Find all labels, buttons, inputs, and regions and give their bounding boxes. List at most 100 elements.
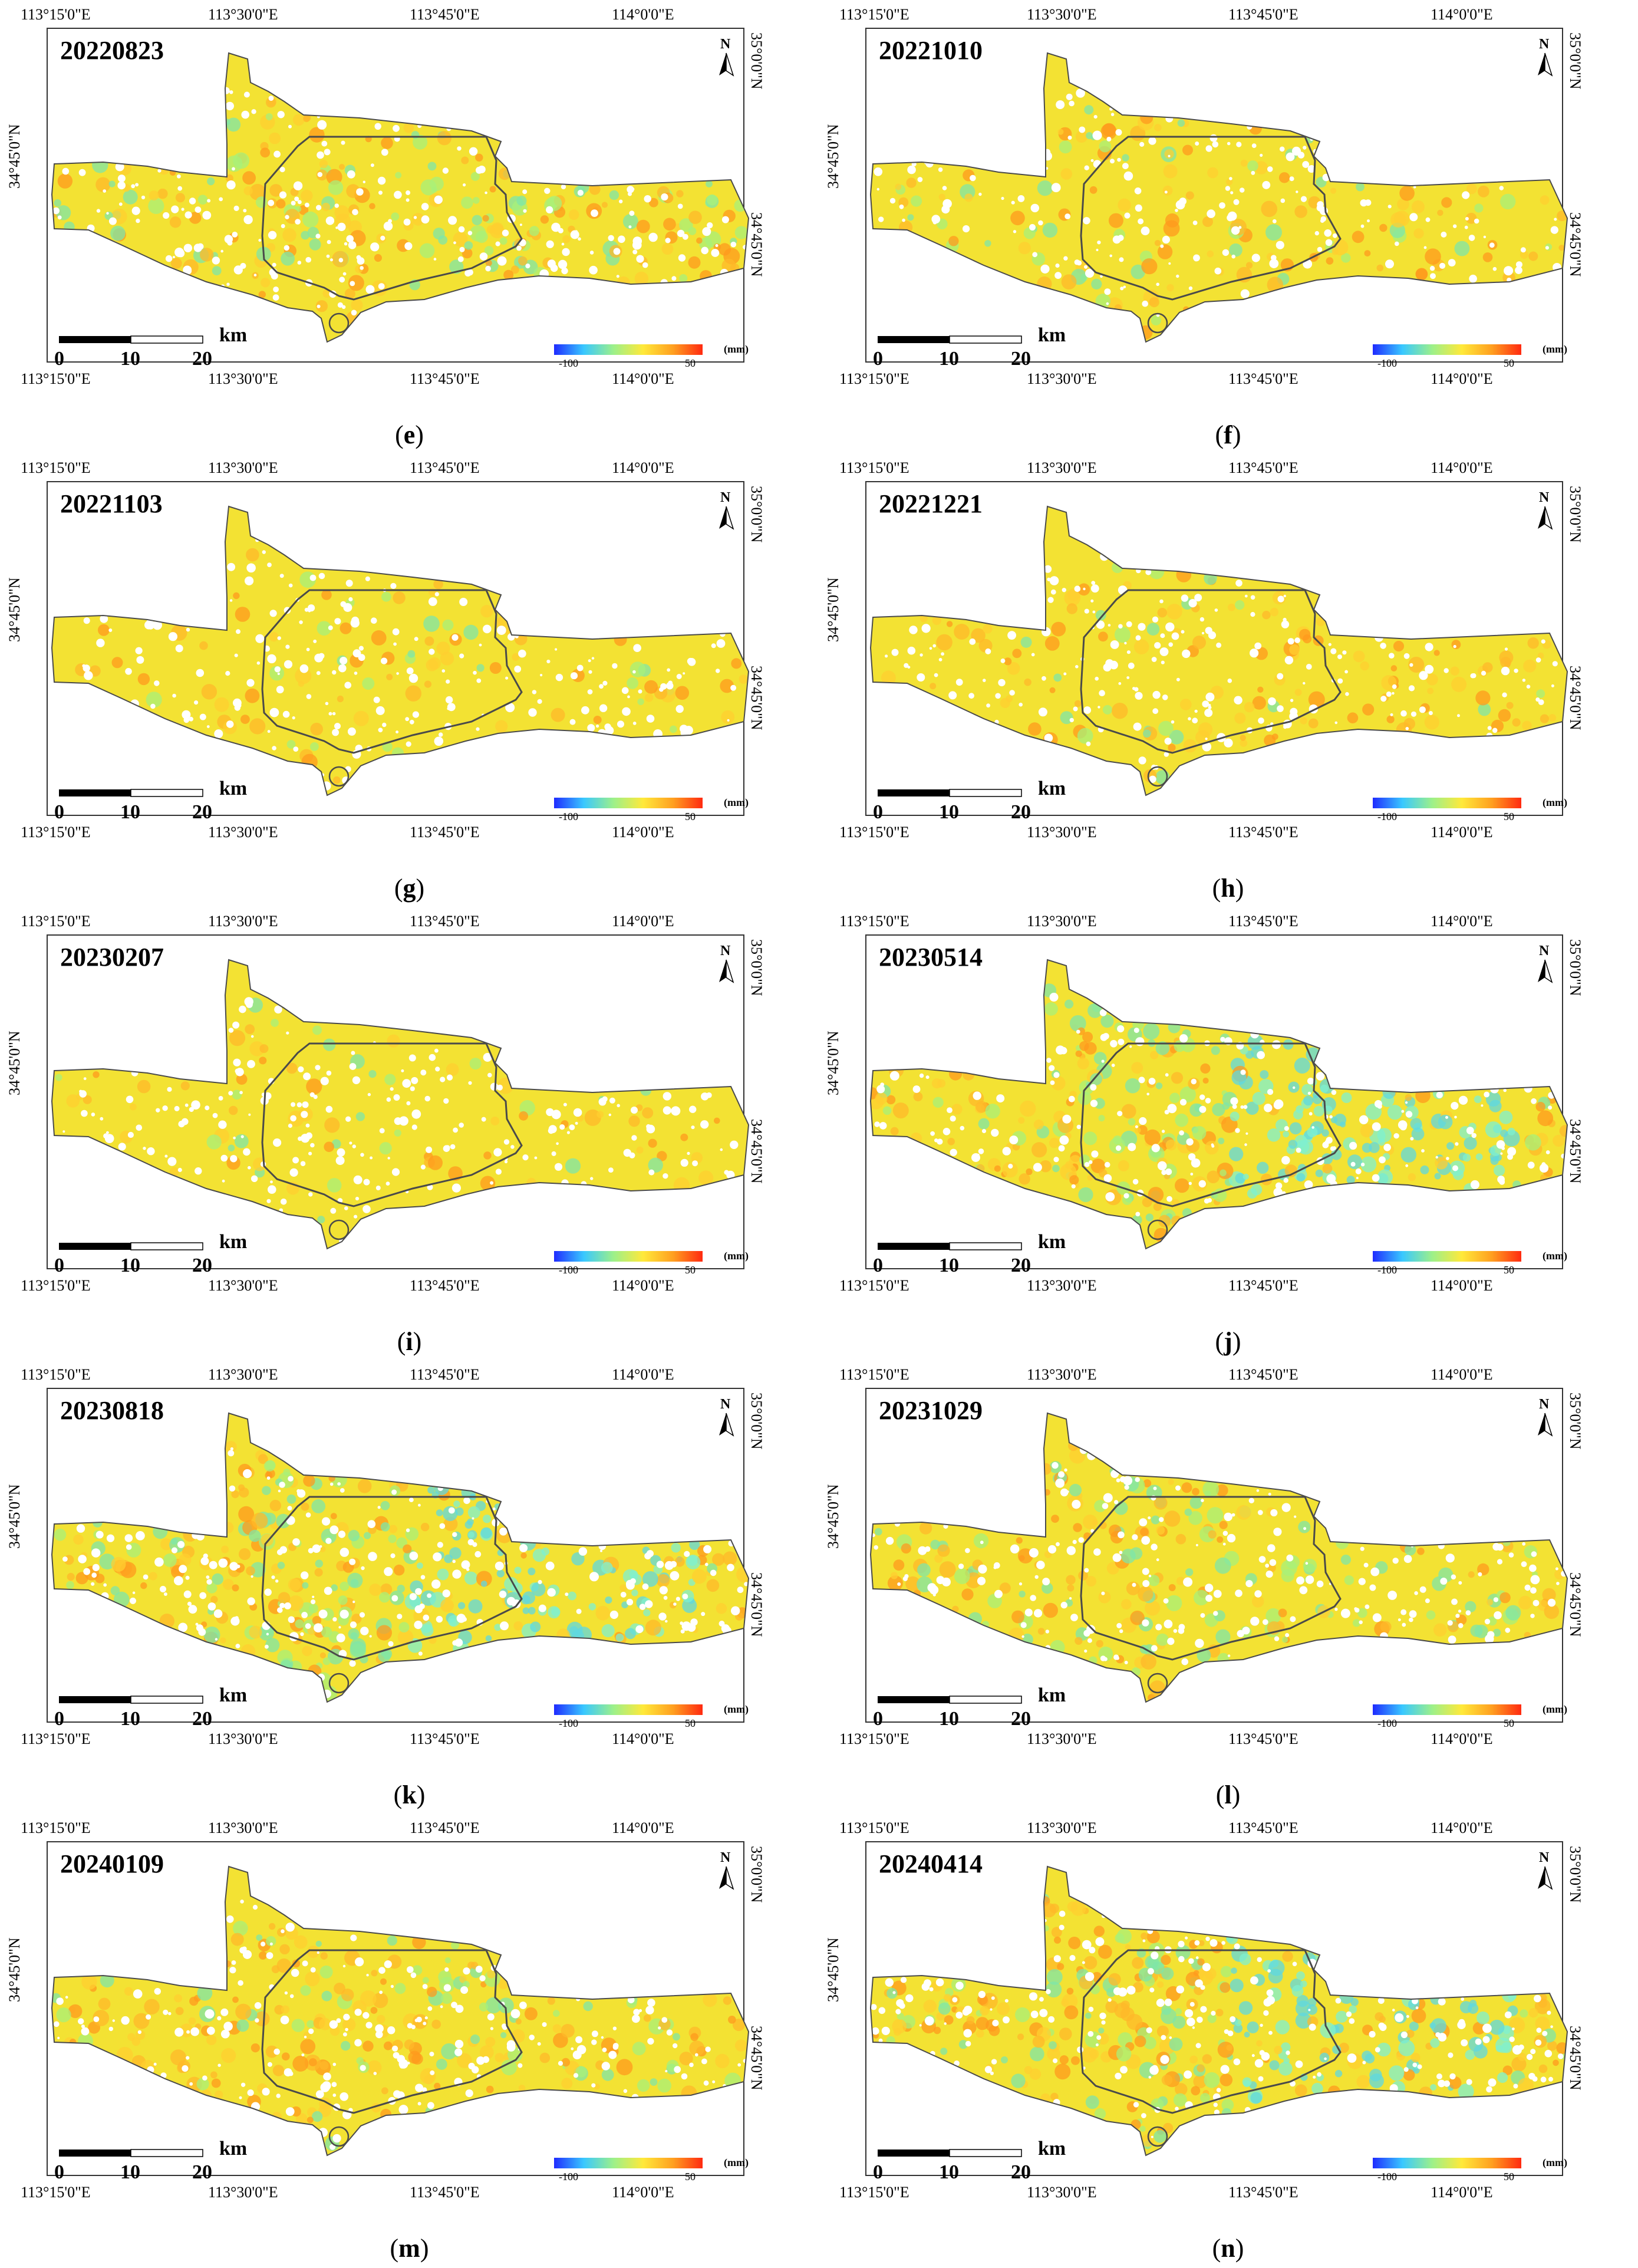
deformation-cell <box>1042 222 1058 238</box>
deformation-cell <box>331 1584 338 1591</box>
deformation-cell <box>337 695 344 703</box>
no-data-gap <box>1004 1999 1008 2003</box>
no-data-gap <box>229 1485 236 1492</box>
scalebar-tick-label: 10 <box>120 801 140 823</box>
study-area-boundary <box>51 52 750 343</box>
deformation-cell <box>518 2085 526 2092</box>
no-data-gap <box>1499 1179 1505 1185</box>
no-data-gap <box>1149 1987 1155 1993</box>
deformation-cell <box>394 1129 401 1137</box>
deformation-cell <box>1139 2062 1156 2079</box>
no-data-gap <box>410 1972 417 1979</box>
no-data-gap <box>874 1545 878 1550</box>
deformation-cell <box>1165 1139 1177 1151</box>
north-arrow-icon <box>719 1413 734 1437</box>
no-data-gap <box>1335 1997 1342 2004</box>
no-data-gap <box>1398 1618 1401 1621</box>
no-data-gap <box>415 1588 422 1595</box>
no-data-gap <box>308 609 311 613</box>
deformation-cell <box>1438 1114 1453 1130</box>
no-data-gap <box>1156 1999 1164 2007</box>
no-data-gap <box>1126 676 1130 679</box>
deformation-cell <box>1482 252 1493 262</box>
no-data-gap <box>1522 1542 1526 1546</box>
no-data-gap <box>1055 263 1060 268</box>
bottom-lon-tick-label: 114°0'0"E <box>612 824 674 841</box>
right-lat-tick-label-lower: 34°45'0"N <box>748 666 765 730</box>
deformation-cell <box>1082 1032 1093 1042</box>
deformation-cell <box>601 2068 614 2081</box>
no-data-gap <box>451 634 459 641</box>
deformation-cell <box>1141 258 1158 275</box>
deformation-cell <box>1490 1156 1499 1165</box>
no-data-gap <box>700 1120 709 1129</box>
no-data-gap <box>1110 113 1115 116</box>
deformation-cell <box>1087 1003 1103 1018</box>
deformation-cell <box>1311 2082 1323 2095</box>
no-data-gap <box>326 1070 332 1076</box>
deformation-cell <box>1189 1103 1203 1117</box>
deformation-cell <box>1102 705 1112 715</box>
no-data-gap <box>671 1106 681 1116</box>
north-arrow-icon <box>1538 1866 1553 1890</box>
scalebar-unit-label: km <box>1038 1684 1066 1706</box>
no-data-gap <box>532 690 537 694</box>
no-data-gap <box>590 1177 594 1180</box>
no-data-gap <box>1262 1619 1268 1625</box>
legend-colorbar <box>1373 1704 1521 1715</box>
deformation-cell <box>1307 2004 1318 2015</box>
panel-date-label: 20231029 <box>879 1396 983 1425</box>
no-data-gap <box>1049 1065 1055 1071</box>
no-data-gap <box>236 629 240 634</box>
deformation-cell <box>249 183 266 200</box>
no-data-gap <box>165 255 173 262</box>
deformation-cell <box>1413 228 1424 239</box>
deformation-cell <box>370 2007 378 2014</box>
no-data-gap <box>174 1576 183 1586</box>
no-data-gap <box>459 598 468 606</box>
no-data-gap <box>1019 1582 1023 1586</box>
deformation-cell <box>235 2003 252 2020</box>
deformation-cell <box>242 171 256 185</box>
deformation-cell <box>305 1971 320 1986</box>
deformation-cell <box>83 1095 92 1104</box>
no-data-gap <box>1412 2062 1418 2068</box>
no-data-gap <box>1053 1157 1059 1163</box>
deformation-cell <box>348 1530 360 1542</box>
deformation-cell <box>1535 2016 1550 2032</box>
no-data-gap <box>397 1614 403 1619</box>
deformation-cell <box>246 1566 255 1576</box>
no-data-gap <box>1489 242 1495 248</box>
deformation-cell <box>1139 2125 1146 2132</box>
deformation-cell <box>650 2078 658 2086</box>
deformation-cell <box>1202 216 1213 227</box>
no-data-gap <box>661 193 668 201</box>
no-data-gap <box>1277 595 1284 603</box>
deformation-cell <box>1296 1173 1306 1182</box>
no-data-gap <box>990 2008 993 2011</box>
no-data-gap <box>1199 1094 1205 1100</box>
deformation-cell <box>1164 149 1174 159</box>
no-data-gap <box>226 282 230 286</box>
no-data-gap <box>938 167 943 172</box>
no-data-gap <box>233 1136 236 1140</box>
deformation-cell <box>197 1985 213 2001</box>
top-lon-tick-label: 114°0'0"E <box>612 1366 674 1383</box>
no-data-gap <box>1109 254 1112 258</box>
no-data-gap <box>502 229 509 236</box>
deformation-cell <box>1240 735 1246 741</box>
deformation-cell <box>673 2033 680 2041</box>
no-data-gap <box>629 210 635 216</box>
no-data-gap <box>1305 1575 1314 1584</box>
no-data-gap <box>1090 1084 1097 1091</box>
deformation-cell <box>1308 691 1325 708</box>
no-data-gap <box>459 653 464 659</box>
no-data-gap <box>318 1609 328 1619</box>
no-data-gap <box>106 212 109 215</box>
no-data-gap <box>182 710 191 719</box>
no-data-gap <box>339 276 345 283</box>
no-data-gap <box>318 572 325 580</box>
no-data-gap <box>1159 1517 1164 1522</box>
deformation-cell <box>169 216 182 228</box>
deformation-cell <box>110 225 126 241</box>
